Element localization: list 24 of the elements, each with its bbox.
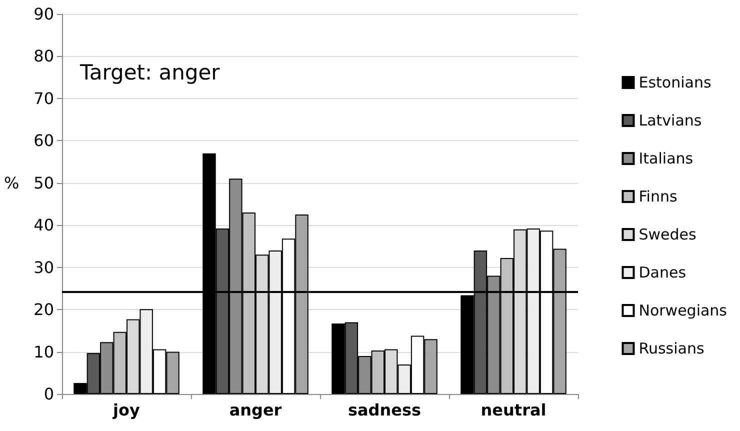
y-tick-label: 10 [34, 342, 54, 362]
legend-label: Finns [638, 188, 678, 206]
x-tick-label: joy [112, 400, 141, 420]
legend-label: Italians [638, 150, 694, 168]
x-tick-label: neutral [480, 400, 546, 420]
y-axis-title: % [4, 174, 20, 192]
y-tick-label: 80 [34, 46, 54, 66]
y-tick-label: 60 [34, 131, 54, 150]
x-tick-label: sadness [348, 400, 422, 420]
y-tick-label: 50 [34, 173, 54, 192]
legend-label: Latvians [638, 112, 702, 130]
y-tick-label: 40 [34, 216, 54, 235]
y-tick-label: 90 [34, 4, 54, 24]
y-tick-label: 70 [34, 88, 54, 108]
legend-label: Swedes [638, 226, 697, 244]
legend-label: Danes [638, 264, 686, 282]
y-tick-label: 20 [34, 300, 54, 320]
legend-label: Estonians [638, 74, 712, 92]
legend-label: Norwegians [638, 302, 728, 320]
legend-label: Russians [638, 340, 704, 358]
x-tick-label: anger [229, 400, 282, 420]
annotation: Target: anger [79, 60, 220, 84]
y-tick-label: 0 [44, 384, 54, 404]
y-tick-label: 30 [34, 258, 54, 277]
